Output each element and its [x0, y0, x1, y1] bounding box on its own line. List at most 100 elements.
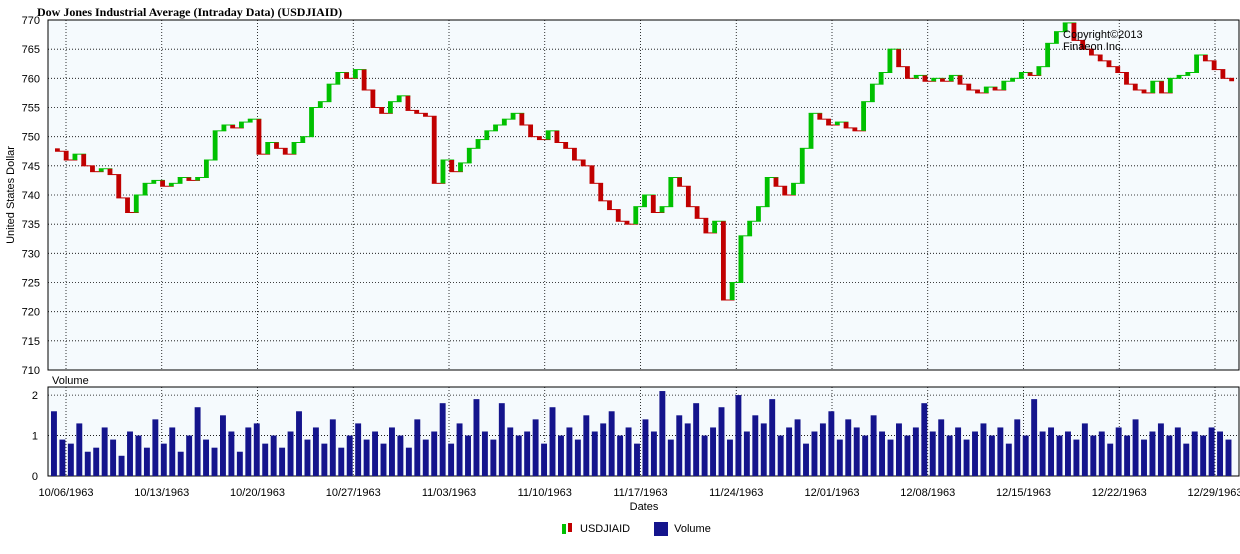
volume-bar — [110, 439, 117, 476]
candle-down — [344, 72, 349, 79]
volume-bar — [152, 419, 159, 476]
candle-up — [931, 78, 937, 82]
price-tick-label: 760 — [22, 73, 40, 85]
volume-bar — [938, 419, 945, 476]
x-tick-label: 12/15/1963 — [996, 487, 1051, 499]
volume-bar — [879, 431, 886, 476]
candle-up — [1053, 31, 1059, 44]
volume-bar — [304, 439, 311, 476]
volume-bar — [194, 407, 201, 476]
copyright-line-2: Finaeon Inc. — [1063, 41, 1124, 53]
volume-bar — [1157, 423, 1164, 476]
volume-bar — [828, 411, 835, 476]
volume-bar — [245, 427, 252, 476]
candle-up — [887, 49, 893, 73]
candle-up — [168, 183, 174, 187]
volume-bar — [988, 435, 995, 476]
candle-up — [510, 113, 516, 120]
candle-down — [598, 183, 604, 201]
candle-up — [712, 221, 718, 233]
volume-bar — [532, 419, 539, 476]
candle-up — [1150, 81, 1156, 93]
volume-bar — [76, 423, 83, 476]
candle-up — [1045, 43, 1051, 67]
candle-up — [913, 75, 919, 79]
price-tick-label: 750 — [22, 132, 40, 144]
candle-up — [493, 125, 498, 131]
candle-up — [1001, 81, 1007, 90]
volume-bar — [1014, 419, 1021, 476]
candle-up — [659, 206, 665, 213]
candle-up — [791, 183, 796, 195]
volume-bar — [845, 419, 852, 476]
volume-bar — [574, 439, 581, 476]
candle-down — [1106, 60, 1112, 67]
x-tick-label: 12/08/1963 — [900, 487, 955, 499]
candle-up — [869, 84, 875, 102]
price-tick-label: 720 — [22, 307, 40, 319]
volume-bar — [1022, 435, 1029, 476]
candle-down — [563, 142, 569, 149]
volume-bar — [1115, 427, 1122, 476]
volume-bar — [498, 403, 505, 476]
volume-bar — [896, 423, 902, 476]
candle-down — [940, 78, 945, 82]
price-tick-label: 745 — [22, 161, 40, 173]
candle-up — [151, 180, 157, 184]
candle-down — [1220, 69, 1226, 79]
volume-bar — [465, 435, 471, 476]
candle-down — [607, 200, 612, 210]
candle-up — [335, 72, 341, 85]
candle-up — [948, 75, 954, 82]
volume-bar — [558, 435, 564, 476]
candle-down — [1132, 84, 1138, 90]
candle-up — [317, 101, 323, 108]
candle-down — [1027, 72, 1033, 76]
volume-bar — [1166, 435, 1173, 476]
candle-up — [1194, 55, 1200, 73]
candle-down — [1141, 90, 1147, 93]
volume-bar — [1005, 443, 1012, 476]
volume-bar — [1141, 439, 1147, 476]
volume-bar — [228, 431, 235, 476]
candle-down — [282, 148, 288, 155]
candle-up — [747, 221, 753, 236]
candle-down — [852, 127, 858, 131]
candle-down — [677, 177, 682, 187]
x-tick-label: 10/13/1963 — [134, 487, 189, 499]
volume-bar — [515, 435, 522, 476]
candle-up — [396, 95, 402, 102]
volume-bar — [819, 423, 826, 476]
price-tick-label: 770 — [22, 15, 40, 27]
volume-bar — [1208, 427, 1215, 476]
candle-up — [808, 113, 814, 149]
candle-down — [107, 168, 113, 175]
volume-bar — [684, 423, 691, 476]
volume-bar — [1132, 419, 1139, 476]
volume-bar — [203, 439, 210, 476]
volume-bar — [363, 439, 370, 476]
candle-up — [729, 282, 735, 300]
volume-bar — [262, 443, 269, 476]
volume-bar — [346, 435, 353, 476]
x-tick-label: 12/29/1963 — [1187, 487, 1240, 499]
candle-down — [992, 87, 998, 90]
volume-bar — [710, 427, 717, 476]
x-tick-label: 10/20/1963 — [230, 487, 285, 499]
candle-up — [195, 177, 201, 181]
volume-bar — [490, 439, 497, 476]
candle-down — [615, 209, 621, 222]
volume-bar — [220, 415, 226, 476]
candle-up — [501, 119, 507, 125]
volume-bar — [1225, 439, 1232, 476]
volume-bar — [118, 455, 125, 476]
candle-down — [1071, 22, 1077, 41]
x-tick-label: 10/06/1963 — [38, 487, 93, 499]
candle-down — [694, 206, 700, 219]
volume-bar — [1217, 431, 1224, 476]
candle-up — [834, 122, 840, 125]
volume-bar — [1191, 431, 1198, 476]
volume-bar — [1073, 439, 1080, 476]
candle-down — [1229, 78, 1235, 82]
candle-up — [738, 235, 744, 283]
